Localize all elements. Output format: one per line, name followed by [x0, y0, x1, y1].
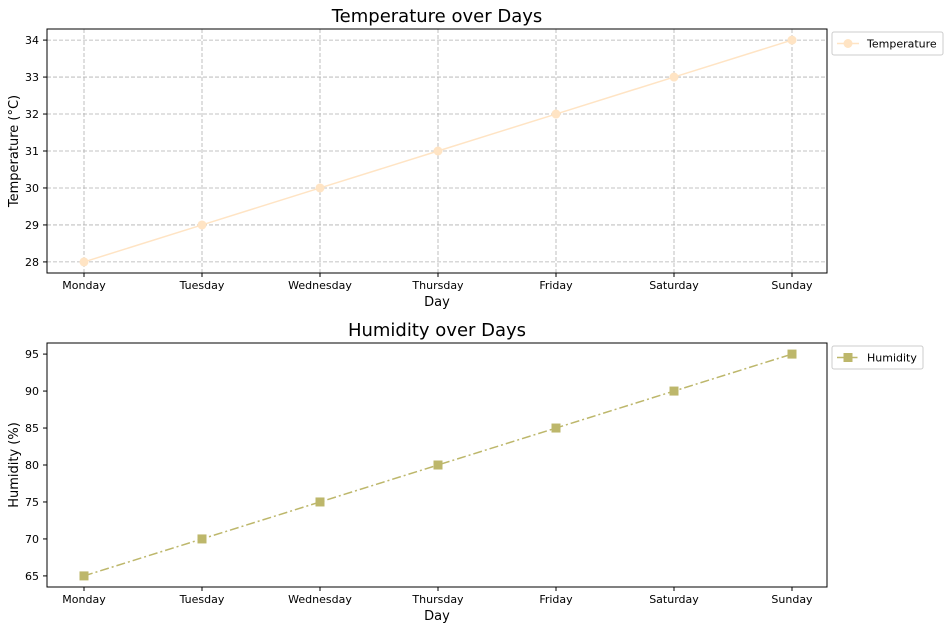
humidity-x-tick-label: Thursday: [411, 593, 464, 606]
temperature-legend-marker: [843, 39, 853, 48]
humidity-y-tick-label: 80: [25, 459, 39, 472]
humidity-y-tick-label: 70: [25, 533, 39, 546]
humidity-data-point: [787, 349, 797, 359]
temperature-y-ticks: 28 29 30 31 32 33 34: [25, 34, 47, 269]
temperature-legend-box: [831, 31, 944, 56]
humidity-x-ticks: Monday Tuesday Wednesday Thursday Friday Satu…: [62, 587, 813, 606]
temperature-x-tick-label: Wednesday: [288, 279, 352, 292]
temperature-x-tick-label: Friday: [539, 279, 573, 292]
temperature-y-tick-label: 29: [25, 219, 39, 232]
temperature-y-tick-label: 28: [25, 256, 39, 269]
humidity-x-axis-label: Day: [424, 609, 450, 624]
humidity-y-tick-label: 65: [25, 570, 39, 583]
temperature-x-ticks: Monday Tuesday Wednesday Thursday Friday Satu…: [62, 273, 813, 292]
humidity-data-point: [551, 423, 561, 433]
humidity-legend-label: Humidity: [867, 352, 917, 365]
humidity-chart-title: Humidity over Days: [348, 320, 526, 341]
temperature-legend: Temperature: [831, 31, 944, 56]
humidity-data-point: [197, 534, 207, 544]
temperature-y-tick-label: 30: [25, 182, 39, 195]
humidity-y-tick-label: 85: [25, 422, 39, 435]
humidity-x-tick-label: Sunday: [771, 593, 813, 606]
temperature-data-point: [787, 35, 797, 45]
temperature-chart-title: Temperature over Days: [331, 6, 543, 27]
humidity-x-tick-label: Monday: [62, 593, 106, 606]
temperature-data-point: [433, 146, 443, 156]
humidity-data-point: [669, 386, 679, 396]
temperature-x-tick-label: Thursday: [411, 279, 464, 292]
temperature-legend-label: Temperature: [866, 38, 937, 51]
temperature-y-tick-label: 32: [25, 108, 39, 121]
humidity-data-point: [433, 460, 443, 470]
humidity-y-ticks: 65 70 75 80 85 90 95: [25, 348, 47, 583]
humidity-x-tick-label: Wednesday: [288, 593, 352, 606]
temperature-data-point: [669, 72, 679, 82]
temperature-y-tick-label: 33: [25, 71, 39, 84]
humidity-y-tick-label: 95: [25, 348, 39, 361]
temperature-y-axis-label: Temperature (°C): [7, 95, 22, 208]
humidity-x-tick-label: Tuesday: [179, 593, 225, 606]
humidity-chart: Monday Tuesday Wednesday Thursday Friday Satu…: [7, 320, 924, 624]
humidity-data-point: [315, 497, 325, 507]
humidity-legend-marker: [843, 353, 853, 362]
temperature-x-tick-label: Tuesday: [179, 279, 225, 292]
temperature-x-tick-label: Monday: [62, 279, 106, 292]
humidity-legend-box: [831, 345, 924, 370]
humidity-y-tick-label: 75: [25, 496, 39, 509]
humidity-series: [79, 349, 797, 581]
temperature-chart: Monday Tuesday Wednesday Thursday Friday Satu…: [7, 6, 944, 310]
temperature-x-tick-label: Saturday: [649, 279, 699, 292]
humidity-legend: Humidity: [831, 345, 924, 370]
humidity-data-point: [79, 571, 89, 581]
temperature-data-point: [315, 183, 325, 193]
humidity-x-tick-label: Friday: [539, 593, 573, 606]
temperature-data-point: [197, 220, 207, 230]
temperature-data-point: [79, 257, 89, 267]
temperature-y-tick-label: 31: [25, 145, 39, 158]
temperature-data-point: [551, 109, 561, 119]
temperature-series: [79, 35, 797, 267]
humidity-x-tick-label: Saturday: [649, 593, 699, 606]
temperature-x-axis-label: Day: [424, 295, 450, 310]
humidity-y-axis-label: Humidity (%): [7, 422, 22, 508]
temperature-x-tick-label: Sunday: [771, 279, 813, 292]
temperature-y-tick-label: 34: [25, 34, 39, 47]
humidity-y-tick-label: 90: [25, 385, 39, 398]
